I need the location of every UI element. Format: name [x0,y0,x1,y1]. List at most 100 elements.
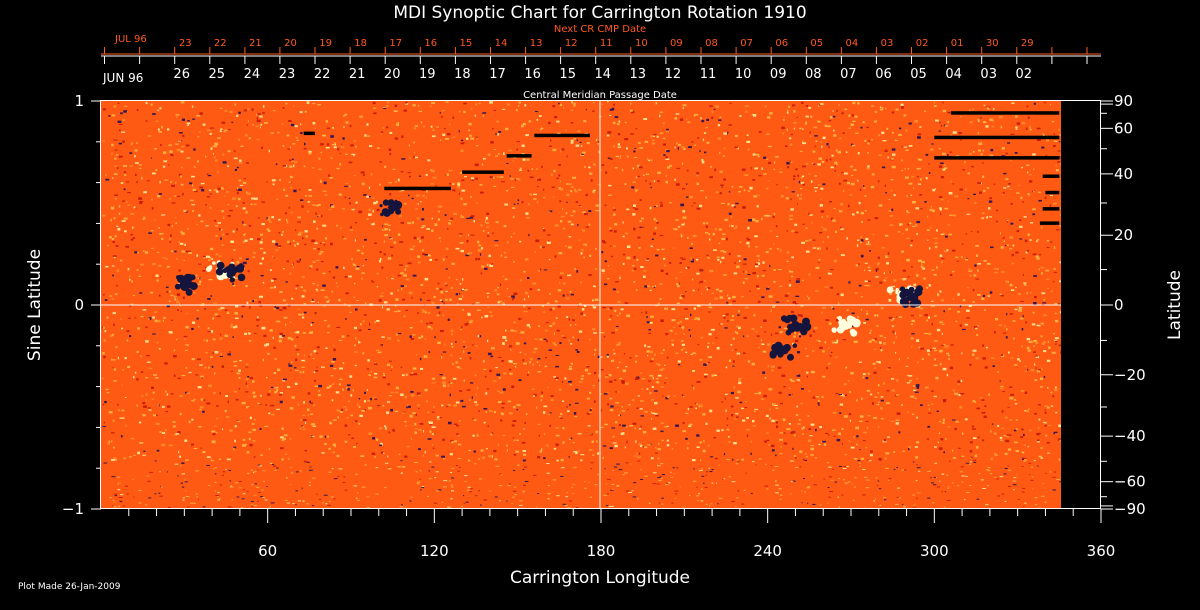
speckle-cell [741,407,744,410]
speckle-cell [345,292,350,295]
speckle-cell [664,264,666,267]
speckle-cell [271,286,274,289]
speckle-cell [501,402,505,405]
speckle-cell [927,470,931,472]
speckle-cell [891,157,894,160]
speckle-cell [478,478,482,480]
speckle-cell [626,314,630,317]
speckle-cell [184,479,186,481]
speckle-cell [379,161,383,163]
speckle-cell [134,317,137,319]
speckle-cell [442,384,446,388]
speckle-cell [939,207,942,210]
speckle-cell [657,302,660,305]
speckle-cell [801,175,805,178]
speckle-cell [525,413,528,416]
speckle-cell [856,435,859,438]
speckle-cell [560,476,564,477]
speckle-cell [594,353,596,356]
speckle-cell [501,302,505,304]
speckle-cell [954,195,959,198]
speckle-cell [616,123,620,126]
speckle-cell [1017,358,1020,361]
speckle-cell [870,450,873,453]
speckle-cell [729,102,732,105]
speckle-cell [560,215,565,218]
speckle-cell [361,277,363,280]
speckle-cell [932,189,935,192]
speckle-cell [681,295,685,298]
speckle-cell [155,422,160,425]
speckle-cell [862,376,865,379]
speckle-cell [680,203,685,207]
speckle-cell [491,455,493,458]
speckle-cell [554,255,557,258]
speckle-cell [651,238,654,240]
speckle-cell [690,260,695,263]
speckle-cell [721,237,726,240]
speckle-cell [316,352,318,354]
speckle-cell [416,481,421,483]
speckle-cell [519,351,522,353]
speckle-cell [429,461,432,463]
speckle-cell [111,143,114,147]
speckle-cell [976,498,980,500]
speckle-cell [437,218,440,221]
speckle-cell [906,374,910,377]
speckle-cell [927,412,932,414]
speckle-cell [885,402,890,405]
next-axis-label: 04 [846,38,859,49]
speckle-cell [355,337,357,340]
speckle-cell [880,399,884,402]
speckle-cell [721,256,725,259]
speckle-cell [498,131,502,133]
speckle-cell [925,386,929,389]
speckle-cell [797,314,802,317]
speckle-cell [241,401,246,405]
speckle-cell [449,472,453,473]
speckle-cell [940,198,944,201]
speckle-cell [735,397,739,399]
speckle-cell [655,102,657,105]
speckle-cell [503,252,507,254]
speckle-cell [723,132,727,135]
speckle-cell [514,179,517,181]
speckle-cell [523,270,526,273]
speckle-cell [506,444,508,447]
speckle-cell [617,367,619,369]
speckle-cell [882,140,887,142]
speckle-cell [399,264,404,266]
speckle-cell [979,191,982,194]
speckle-cell [681,343,685,346]
speckle-cell [120,494,124,496]
speckle-cell [553,376,557,378]
speckle-cell [773,213,776,216]
speckle-cell [747,245,750,248]
speckle-cell [747,274,751,275]
speckle-cell [108,440,111,443]
speckle-cell [294,125,298,128]
speckle-cell [914,446,918,448]
speckle-cell [1038,370,1041,373]
speckle-cell [168,164,170,166]
speckle-cell [178,173,182,177]
speckle-cell [322,305,326,307]
speckle-cell [969,363,972,366]
speckle-cell [619,312,621,315]
speckle-cell [833,435,836,437]
speckle-cell [973,193,976,195]
speckle-cell [332,276,336,279]
speckle-cell [981,297,985,300]
speckle-cell [233,150,236,152]
speckle-cell [328,299,330,302]
speckle-cell [217,171,219,173]
speckle-cell [330,242,333,246]
speckle-cell [1051,351,1056,354]
speckle-cell [288,363,290,365]
speckle-cell [442,486,447,488]
speckle-cell [860,211,864,215]
speckle-cell [321,366,325,368]
speckle-cell [859,465,861,467]
speckle-cell [840,254,845,256]
speckle-cell [1047,406,1050,409]
